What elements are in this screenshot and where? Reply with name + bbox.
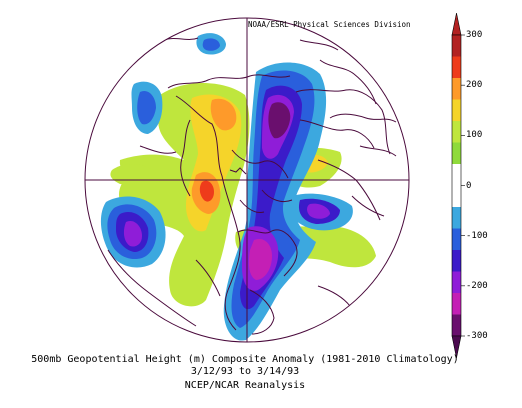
- colorbar-segment: [452, 271, 461, 294]
- colorbar-segment: [452, 228, 461, 251]
- positive-anomaly-yellow-top: [210, 98, 237, 131]
- negative-anomaly-deep-east: [268, 102, 291, 139]
- source-label: NOAA/ESRL Physical Sciences Division: [248, 20, 411, 29]
- dataset-label: NCEP/NCAR Reanalysis: [184, 380, 306, 391]
- map-title: 500mb Geopotential Height (m) Composite …: [31, 354, 459, 365]
- colorbar-tick-label: 0: [466, 180, 472, 191]
- colorbar-segment: [452, 78, 461, 100]
- globe-outline: [84, 17, 410, 343]
- colorbar-tick-label: -200: [466, 280, 488, 291]
- negative-anomaly-nw-green: [110, 164, 156, 185]
- colorbar-arrow-top: [451, 12, 462, 36]
- colorbar-segment: [452, 56, 461, 79]
- colorbar-arrow-bottom: [451, 335, 462, 359]
- colorbar: [451, 12, 465, 359]
- negative-anomaly-west-magenta: [123, 220, 142, 247]
- colorbar-segment: [452, 121, 461, 143]
- colorbar-tick-label: 200: [466, 80, 483, 91]
- colorbar-tick-label: 100: [466, 130, 483, 141]
- colorbar-segment: [452, 207, 461, 229]
- negative-anomaly-north-blue: [202, 38, 220, 51]
- colorbar-segment: [452, 185, 461, 208]
- colorbar-segment: [452, 314, 461, 337]
- negative-anomaly-magenta-mid-east: [307, 203, 330, 219]
- colorbar-segment: [452, 164, 461, 186]
- anomaly-shading: [100, 33, 376, 341]
- colorbar-tick-label: -100: [466, 230, 488, 241]
- negative-anomaly-northwest-blue: [137, 90, 156, 125]
- colorbar-tick-label: -300: [466, 331, 488, 341]
- colorbar-segment: [452, 99, 461, 122]
- negative-anomaly-magenta-south: [248, 238, 272, 280]
- grid-lines: [85, 18, 409, 342]
- date-range: 3/12/93 to 3/14/93: [190, 366, 300, 377]
- colorbar-segment: [452, 293, 461, 315]
- colorbar-segment: [452, 35, 461, 57]
- colorbar-segment: [452, 142, 461, 165]
- colorbar-segment: [452, 250, 461, 272]
- colorbar-tick-label: 300: [466, 30, 483, 40]
- positive-anomaly-red: [199, 180, 214, 202]
